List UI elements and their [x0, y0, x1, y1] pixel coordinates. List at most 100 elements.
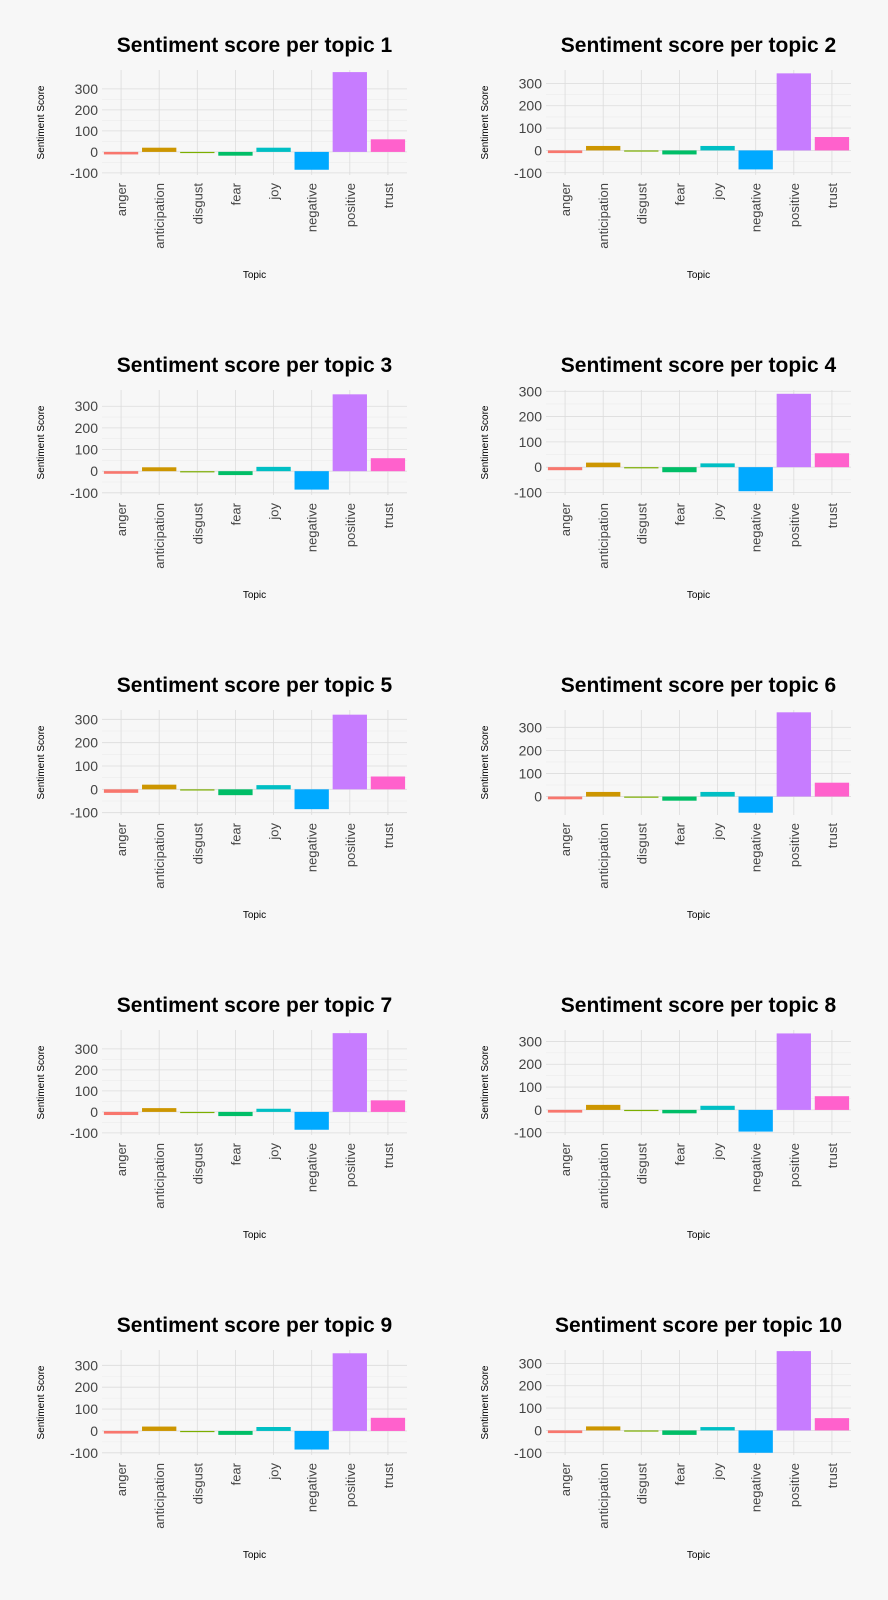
bar-negative — [738, 796, 773, 813]
y-tick-label: 0 — [534, 1102, 542, 1118]
x-tick-label: fear — [672, 502, 687, 525]
bar-negative — [294, 151, 329, 170]
x-axis-label: Topic — [687, 270, 710, 281]
bar-joy — [256, 1427, 291, 1431]
y-axis-label: Sentiment Score — [480, 725, 491, 799]
x-axis-label: Topic — [687, 1230, 710, 1241]
x-tick-label: trust — [381, 503, 396, 529]
bar-fear — [218, 471, 253, 476]
bar-trust — [814, 782, 850, 797]
x-tick-label: joy — [267, 503, 282, 521]
x-tick-label: disgust — [634, 1463, 649, 1505]
y-tick-label: 100 — [519, 434, 543, 450]
bar-chart-svg: -100 0 100 200 300 anger anticipation disgust fe… — [36, 354, 407, 601]
x-tick-label: negative — [749, 823, 764, 872]
x-tick-label: joy — [267, 183, 282, 201]
x-tick-label: fear — [672, 822, 687, 845]
chart-title: Sentiment score per topic 3 — [117, 354, 392, 377]
x-tick-label: fear — [228, 1142, 243, 1165]
chart-topic-2: -100 0 100 200 300 anger anticipation disgust fe… — [444, 0, 888, 320]
y-tick-label: 0 — [534, 142, 542, 158]
chart-title: Sentiment score per topic 5 — [117, 674, 393, 697]
y-tick-label: 100 — [75, 442, 99, 458]
x-tick-label: anger — [558, 1462, 573, 1496]
x-axis-label: Topic — [687, 1550, 710, 1561]
bar-anger — [547, 467, 583, 471]
bar-negative — [294, 1111, 329, 1130]
chart-topic-10: -100 0 100 200 300 anger anticipation disgust fe… — [444, 1280, 888, 1600]
y-tick-label: 200 — [75, 420, 99, 436]
y-tick-label: 100 — [519, 765, 543, 781]
bar-positive — [776, 393, 811, 468]
bar-anticipation — [142, 467, 177, 472]
bar-joy — [700, 145, 735, 151]
y-axis-label: Sentiment Score — [36, 405, 47, 479]
bar-anger — [547, 1430, 583, 1434]
bar-chart-svg: -100 0 100 200 300 anger anticipation disgust fe… — [36, 1314, 407, 1561]
bar-positive — [776, 73, 811, 151]
y-tick-label: 300 — [519, 383, 543, 399]
x-tick-label: joy — [267, 1463, 282, 1481]
bar-chart-svg: -100 0 100 200 300 anger anticipation disgust fe… — [36, 674, 407, 921]
chart-title: Sentiment score per topic 9 — [117, 1314, 392, 1337]
x-tick-label: fear — [228, 182, 243, 205]
bar-negative — [738, 467, 773, 492]
chart-title: Sentiment score per topic 10 — [555, 1314, 842, 1337]
bar-anticipation — [586, 1104, 621, 1110]
y-tick-label: 0 — [90, 463, 98, 479]
y-tick-label: -100 — [514, 165, 542, 181]
x-tick-label: negative — [305, 823, 320, 872]
x-tick-label: positive — [787, 823, 802, 867]
y-tick-label: 0 — [90, 144, 98, 160]
bar-trust — [370, 458, 406, 472]
bar-chart-svg: -100 0 100 200 300 anger anticipation disgust fe… — [36, 994, 407, 1241]
bar-joy — [256, 147, 291, 152]
x-tick-label: negative — [305, 1463, 320, 1512]
y-tick-label: 200 — [519, 742, 543, 758]
bar-disgust — [180, 789, 215, 791]
y-tick-label: 0 — [534, 789, 542, 805]
x-tick-label: anticipation — [152, 183, 167, 249]
bar-disgust — [180, 1430, 215, 1433]
x-tick-label: anger — [558, 822, 573, 856]
x-axis-label: Topic — [243, 910, 266, 921]
bar-fear — [662, 1430, 697, 1435]
bar-chart-svg: -100 0 100 200 300 anger anticipation disgust fe… — [480, 1314, 851, 1561]
bar-disgust — [624, 150, 659, 152]
bar-anticipation — [586, 791, 621, 797]
bar-chart-svg: -100 0 100 200 300 anger anticipation disgust fe… — [480, 354, 851, 601]
bar-anticipation — [142, 1426, 177, 1431]
y-tick-label: -100 — [70, 485, 98, 501]
x-tick-label: anticipation — [596, 183, 611, 249]
y-tick-label: 100 — [75, 1401, 99, 1417]
x-tick-label: disgust — [634, 1143, 649, 1185]
y-tick-label: 0 — [534, 1422, 542, 1438]
bar-disgust — [180, 471, 215, 473]
bar-anticipation — [586, 145, 621, 151]
chart-topic-5: -100 0 100 200 300 anger anticipation disgust fe… — [0, 640, 444, 960]
chart-topic-1: -100 0 100 200 300 anger anticipation disgust fe… — [0, 0, 444, 320]
y-tick-label: 200 — [519, 409, 543, 425]
bar-joy — [700, 1427, 735, 1431]
bar-positive — [332, 72, 367, 152]
y-tick-label: 300 — [75, 1357, 99, 1373]
x-tick-label: positive — [787, 503, 802, 547]
chart-title: Sentiment score per topic 4 — [561, 354, 837, 377]
y-tick-label: 300 — [75, 398, 99, 414]
x-tick-label: fear — [672, 1462, 687, 1485]
x-tick-label: fear — [228, 502, 243, 525]
bar-anger — [103, 1430, 139, 1434]
x-tick-label: anticipation — [596, 503, 611, 569]
bar-anger — [103, 1111, 139, 1116]
bar-fear — [218, 1111, 253, 1117]
y-tick-label: 200 — [75, 1062, 99, 1078]
y-tick-label: 100 — [519, 1400, 543, 1416]
x-axis-label: Topic — [243, 1550, 266, 1561]
x-tick-label: anticipation — [596, 1143, 611, 1209]
bar-trust — [370, 1100, 406, 1112]
x-tick-label: anger — [558, 502, 573, 536]
x-tick-label: joy — [267, 1143, 282, 1161]
x-tick-label: anticipation — [152, 1463, 167, 1529]
x-tick-label: fear — [228, 1462, 243, 1485]
bar-disgust — [624, 796, 659, 798]
